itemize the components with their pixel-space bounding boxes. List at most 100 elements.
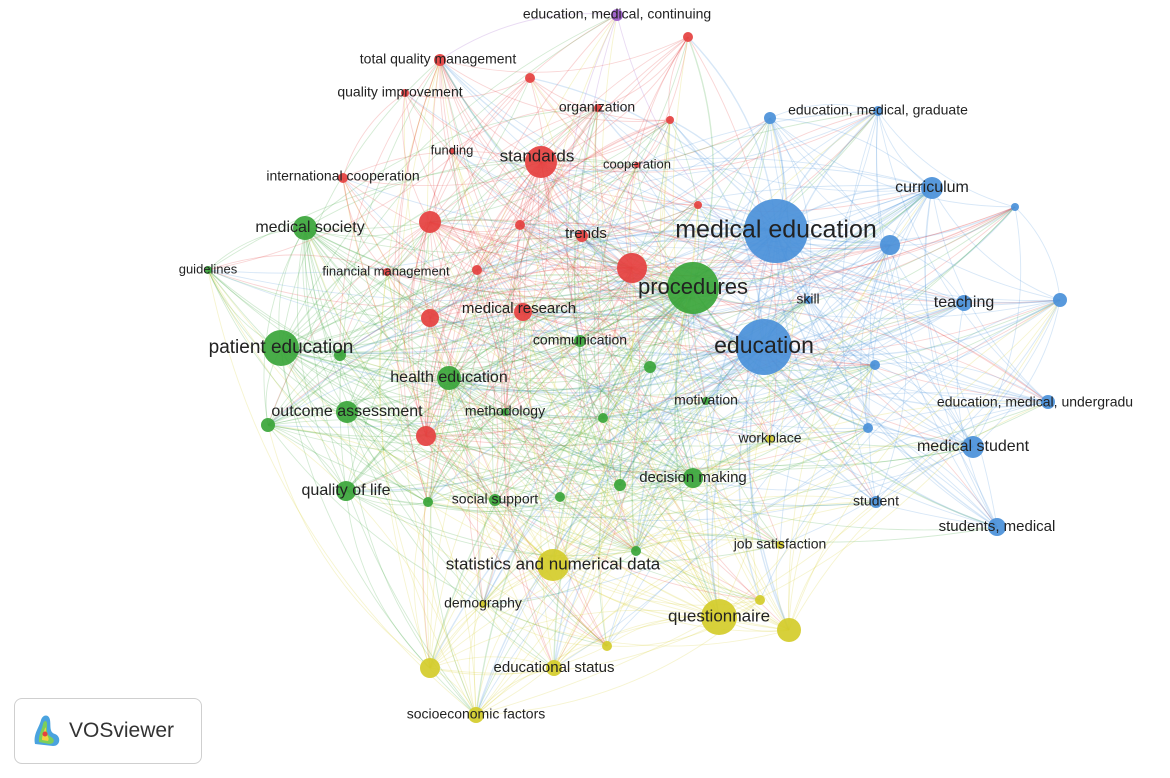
edge xyxy=(280,119,671,349)
edge xyxy=(427,36,689,503)
node xyxy=(744,199,808,263)
edge xyxy=(439,13,618,61)
edge xyxy=(439,59,694,289)
edge xyxy=(451,107,599,152)
edge xyxy=(429,340,581,669)
edge xyxy=(552,302,965,566)
edge xyxy=(404,92,524,313)
edge xyxy=(674,287,720,618)
edge xyxy=(494,446,974,522)
edge xyxy=(606,187,933,647)
edge xyxy=(304,227,694,301)
node xyxy=(863,423,873,433)
edge xyxy=(522,311,720,618)
edge xyxy=(429,221,877,503)
edge xyxy=(522,206,1016,320)
edge xyxy=(346,411,694,486)
edge xyxy=(631,267,771,440)
edge xyxy=(522,311,781,546)
edge xyxy=(280,347,974,471)
edge xyxy=(429,427,869,669)
labels: education, medical, continuing total qual… xyxy=(179,6,1133,722)
edge xyxy=(629,36,689,269)
edge xyxy=(478,499,496,605)
node-label: workplace xyxy=(737,430,801,446)
edge xyxy=(448,377,496,501)
edge xyxy=(559,244,891,498)
node xyxy=(338,173,348,183)
edge xyxy=(339,354,869,447)
edge xyxy=(280,340,581,372)
edge xyxy=(267,286,694,426)
edge xyxy=(304,221,431,237)
edge xyxy=(552,244,891,566)
edge xyxy=(606,438,771,647)
edge xyxy=(601,14,720,618)
node xyxy=(336,401,358,423)
edge xyxy=(429,501,877,669)
edge xyxy=(280,302,965,390)
edge xyxy=(705,110,879,402)
edge xyxy=(425,366,651,437)
edge xyxy=(924,187,998,528)
edge xyxy=(296,227,347,492)
edge xyxy=(769,117,812,301)
edge xyxy=(339,59,441,356)
edge xyxy=(559,496,637,552)
edge xyxy=(448,119,671,379)
edge xyxy=(476,164,638,271)
edge xyxy=(339,354,761,601)
node-label: health education xyxy=(390,369,507,386)
node xyxy=(634,162,640,168)
edge xyxy=(267,311,524,426)
edge xyxy=(280,347,694,479)
node xyxy=(870,360,880,370)
edge xyxy=(429,645,608,676)
edge xyxy=(448,377,554,566)
edge xyxy=(540,161,781,546)
edge xyxy=(775,230,998,528)
edge xyxy=(759,299,1061,601)
node-label: funding xyxy=(431,142,474,157)
edge xyxy=(663,119,790,631)
edge xyxy=(476,269,637,552)
edge xyxy=(439,59,583,237)
edge xyxy=(425,311,524,437)
edge xyxy=(636,164,1061,301)
edge xyxy=(482,230,777,605)
edge xyxy=(553,230,777,669)
edge xyxy=(207,269,608,647)
node-label: socioeconomic factors xyxy=(407,706,546,722)
edge xyxy=(342,177,790,631)
edge xyxy=(267,424,608,647)
node xyxy=(383,268,391,276)
edge xyxy=(516,161,542,313)
node xyxy=(525,73,535,83)
node xyxy=(870,496,882,508)
edge xyxy=(304,227,554,566)
edge xyxy=(540,161,1061,304)
edge xyxy=(522,187,933,314)
edge xyxy=(877,110,1016,208)
node xyxy=(423,497,433,507)
node xyxy=(701,599,737,635)
edge xyxy=(519,166,933,226)
edge xyxy=(304,227,506,413)
edge xyxy=(494,340,581,501)
edge xyxy=(448,287,694,379)
edge xyxy=(482,603,790,647)
edge xyxy=(448,377,761,601)
edge xyxy=(207,269,477,716)
edge xyxy=(342,92,406,179)
edge xyxy=(626,164,720,618)
logo[interactable]: VOSviewer xyxy=(14,698,202,764)
edge xyxy=(769,117,1061,301)
node xyxy=(988,518,1006,536)
edge xyxy=(553,346,765,669)
edge xyxy=(635,534,781,552)
node xyxy=(479,600,487,608)
edge xyxy=(386,230,777,291)
edge xyxy=(807,244,891,301)
edge xyxy=(494,499,637,552)
